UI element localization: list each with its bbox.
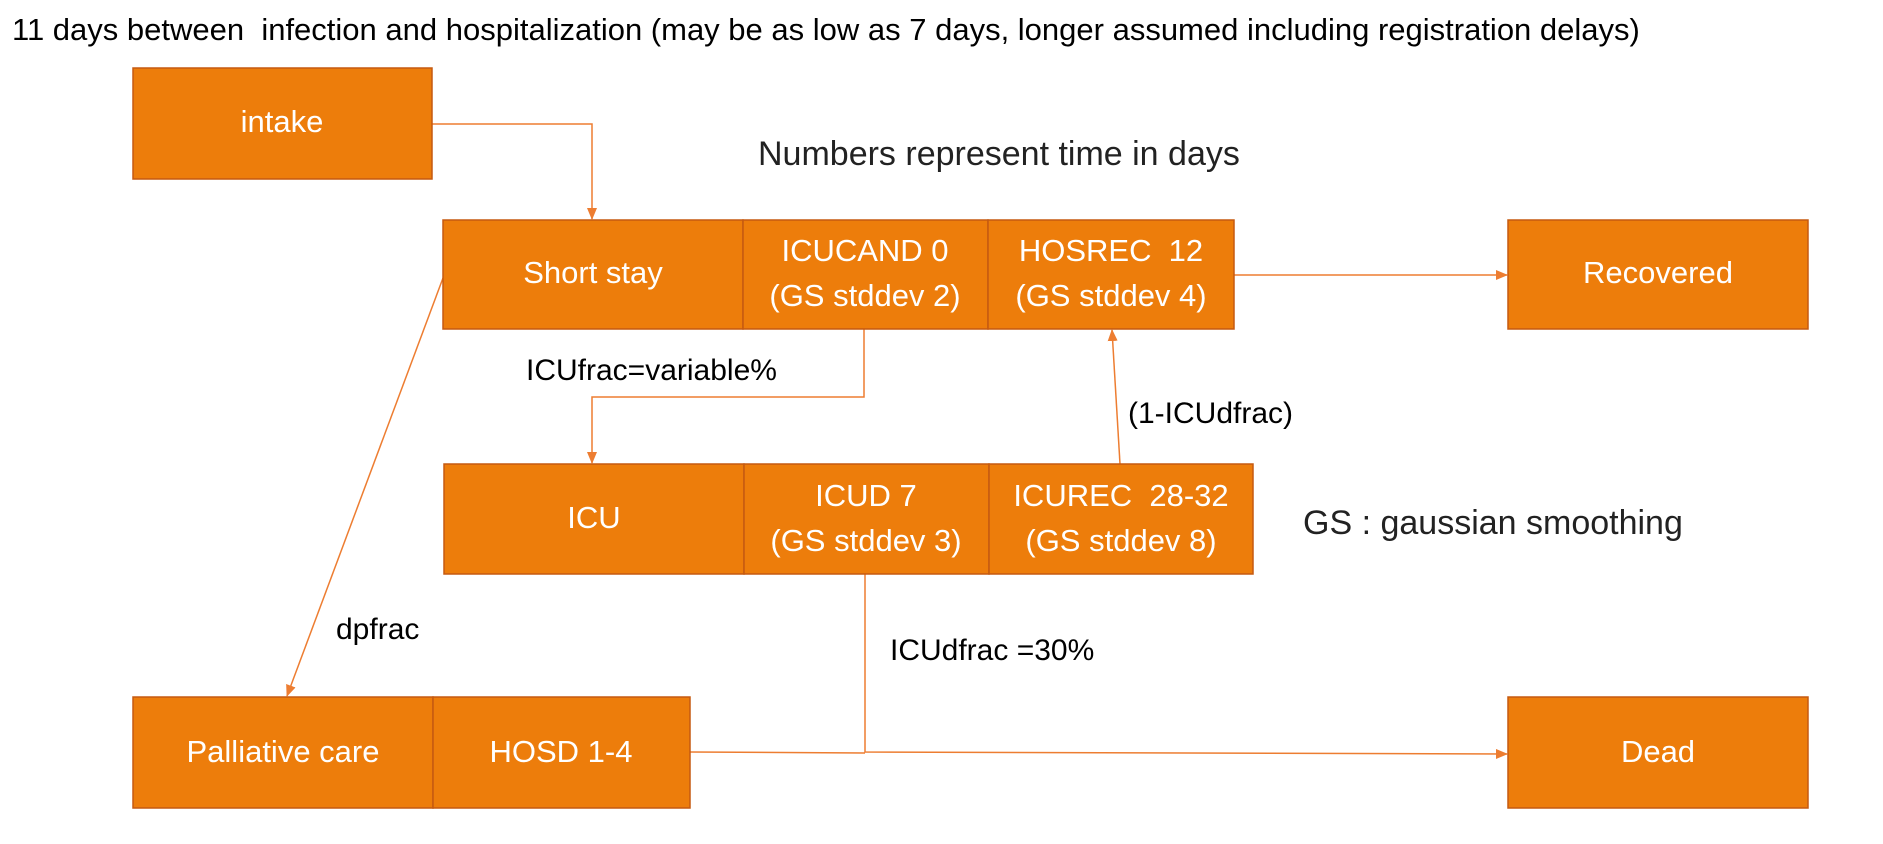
- edge-label: dpfrac: [336, 613, 419, 646]
- node-label: Dead: [1621, 734, 1695, 769]
- node-label: ICUD 7: [815, 478, 917, 513]
- node-label: (GS stddev 2): [769, 278, 960, 313]
- node-box: [1507, 696, 1809, 809]
- edge: [286, 277, 444, 697]
- edge-label: ICUfrac=variable%: [526, 354, 777, 387]
- node-label: ICU: [567, 500, 620, 535]
- node-label: Palliative care: [187, 734, 380, 769]
- node-box: [443, 463, 745, 575]
- node-label: Short stay: [523, 255, 663, 290]
- node-label: HOSD 1-4: [490, 734, 633, 769]
- node-label: Recovered: [1583, 255, 1733, 290]
- node-label: HOSREC 12: [1019, 233, 1203, 268]
- node-box: [1507, 219, 1809, 330]
- node-box: [132, 696, 434, 809]
- title: 11 days between infection and hospitaliz…: [12, 12, 1640, 47]
- node-box: [132, 67, 433, 180]
- node-box: [743, 463, 990, 575]
- edge: [689, 751, 866, 754]
- node-box: [987, 219, 1235, 330]
- node-label: (GS stddev 3): [770, 523, 961, 558]
- node-label: (GS stddev 8): [1025, 523, 1216, 558]
- edge-label: ICUdfrac =30%: [890, 634, 1094, 667]
- node-label: (GS stddev 4): [1015, 278, 1206, 313]
- node-label: ICUREC 28-32: [1013, 478, 1228, 513]
- edge: [432, 123, 597, 220]
- edge: [864, 574, 1508, 759]
- node-label: intake: [241, 104, 324, 139]
- edge: [1107, 329, 1121, 465]
- edge: [587, 329, 865, 464]
- node-box: [742, 219, 989, 330]
- node-box: [988, 463, 1254, 575]
- units-note: Numbers represent time in days: [758, 135, 1240, 173]
- edge-label: (1-ICUdfrac): [1128, 397, 1293, 430]
- node-box: [432, 696, 691, 809]
- gs-note: GS : gaussian smoothing: [1303, 504, 1683, 542]
- node-box: [442, 219, 744, 330]
- node-label: ICUCAND 0: [781, 233, 948, 268]
